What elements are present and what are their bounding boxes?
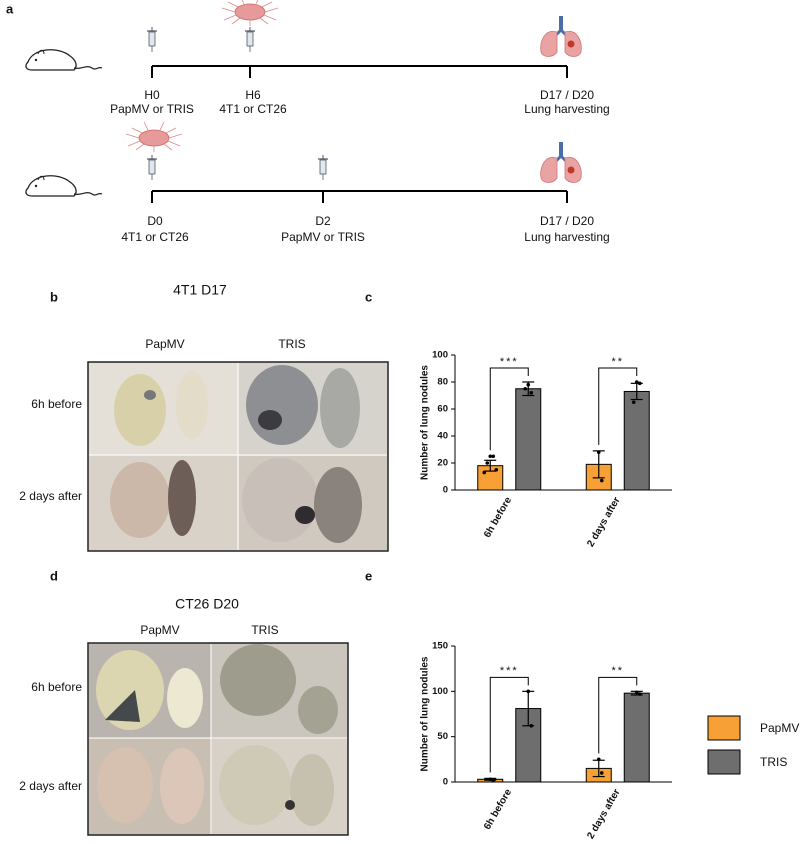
column-label: PapMV (140, 623, 179, 637)
x-tick-label: 6h before (482, 495, 514, 540)
timeline-label: PapMV or TRIS (110, 102, 194, 116)
syringe-icon (146, 154, 158, 181)
error-bar (484, 459, 497, 472)
lung-photo (87, 361, 389, 552)
row-label: 6h before (31, 680, 82, 694)
data-point (599, 478, 604, 483)
lungs-icon (539, 140, 583, 184)
mouse-icon (25, 175, 103, 197)
data-point (523, 386, 528, 391)
data-point (526, 382, 531, 387)
data-point (491, 454, 496, 459)
bar (623, 692, 650, 783)
photo-title: 4T1 D17 (173, 282, 227, 298)
column-label: TRIS (278, 337, 305, 351)
data-point (634, 380, 639, 384)
y-tick-label: 150 (432, 641, 448, 652)
y-tick-label: 40 (437, 431, 448, 442)
mouse-icon (25, 49, 103, 71)
x-tick-label: 6h before (482, 787, 514, 832)
lung-photo (87, 642, 349, 836)
row-label: 2 days after (19, 779, 82, 793)
timeline-label: D2 (315, 214, 331, 228)
timeline-label: D17 / D20 (540, 214, 594, 228)
y-tick-label: 0 (443, 485, 448, 496)
timeline-label: PapMV or TRIS (281, 230, 365, 244)
y-axis-label: Number of lung nodules (420, 656, 431, 771)
photo-title: CT26 D20 (175, 596, 239, 612)
timeline-label: D0 (147, 214, 163, 228)
panel-label: e (365, 568, 372, 583)
syringe-icon (244, 26, 256, 53)
significance-bracket (489, 676, 529, 773)
data-point (529, 723, 534, 728)
y-tick-label: 50 (437, 731, 448, 742)
timeline-label: Lung harvesting (524, 230, 609, 244)
panel-label: a (6, 1, 14, 16)
bar (515, 388, 542, 491)
lungs-icon (539, 14, 583, 58)
y-tick-label: 80 (437, 377, 448, 388)
data-point (485, 461, 490, 465)
timeline-label: D17 / D20 (540, 88, 594, 102)
timeline-label: 4T1 or CT26 (121, 230, 189, 244)
legend-label: PapMV (760, 721, 799, 735)
significance-label: *** (500, 356, 519, 368)
significance-label: ** (611, 665, 624, 677)
significance-label: *** (500, 665, 519, 677)
bar (515, 708, 542, 783)
data-point (482, 470, 487, 475)
timeline-label: 4T1 or CT26 (219, 102, 287, 116)
y-axis-label: Number of lung nodules (420, 365, 431, 480)
row-label: 6h before (31, 397, 82, 411)
y-tick-label: 100 (432, 686, 448, 697)
y-tick-label: 0 (443, 777, 448, 788)
data-point (491, 778, 496, 782)
data-point (596, 757, 601, 762)
data-point (596, 450, 601, 455)
significance-bracket (598, 676, 638, 754)
panel-label: d (50, 568, 58, 583)
syringe-icon (317, 154, 329, 181)
significance-bracket (489, 367, 529, 451)
tumor-cell-icon (125, 121, 183, 153)
data-point (494, 467, 499, 472)
syringe-icon (146, 26, 158, 53)
bar (623, 390, 650, 491)
data-point (526, 689, 531, 694)
column-label: TRIS (251, 623, 278, 637)
legend-label: TRIS (760, 755, 787, 769)
x-tick-label: 2 days after (585, 495, 622, 549)
y-tick-label: 100 (432, 350, 448, 361)
y-tick-label: 60 (437, 404, 448, 415)
data-point (634, 690, 639, 695)
timeline-label: H6 (245, 88, 261, 102)
data-point (488, 454, 493, 459)
row-label: 2 days after (19, 489, 82, 503)
significance-label: ** (611, 356, 624, 368)
legend-swatch (707, 749, 741, 775)
legend-swatch (707, 715, 741, 741)
tumor-cell-icon (221, 0, 279, 27)
data-point (488, 777, 493, 782)
data-point (631, 400, 636, 405)
data-point (529, 391, 534, 395)
significance-bracket (598, 367, 638, 445)
timeline-label: Lung harvesting (524, 102, 609, 116)
timeline-label: H0 (144, 88, 160, 102)
column-label: PapMV (145, 337, 184, 351)
panel-label: b (50, 289, 58, 304)
data-point (637, 692, 642, 696)
y-tick-label: 20 (437, 458, 448, 469)
data-point (637, 381, 642, 386)
x-tick-label: 2 days after (585, 787, 622, 841)
panel-label: c (365, 289, 372, 304)
data-point (599, 771, 604, 775)
